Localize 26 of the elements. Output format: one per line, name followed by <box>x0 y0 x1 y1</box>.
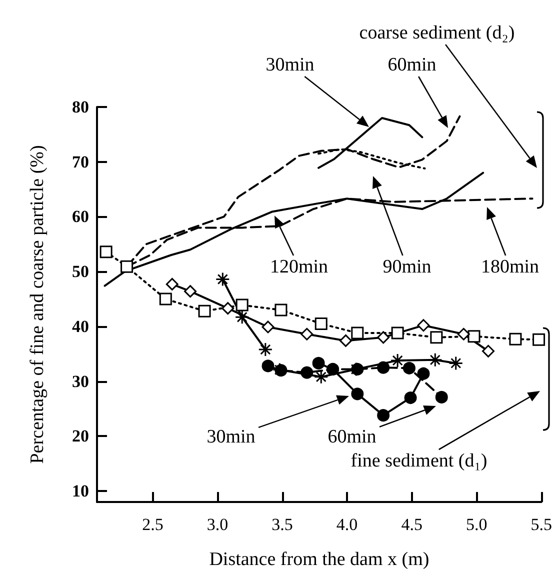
y-tick-label: 20 <box>72 426 89 446</box>
annotation: 180min <box>480 256 540 278</box>
x-tick-label: 5.0 <box>466 515 488 534</box>
text: 30min <box>266 54 315 76</box>
annotation: 120min <box>270 256 329 278</box>
annotation: 60min <box>328 426 377 448</box>
annotation: 90min <box>382 256 432 278</box>
annotation: 30min <box>206 426 256 448</box>
text: coarse sediment (d₂) <box>359 22 515 44</box>
x-tick-label: 3.5 <box>272 515 293 534</box>
y-axis-title: Percentage of fine and coarse particle (%) <box>27 145 48 464</box>
x-axis-title: Distance from the dam x (m) <box>209 549 430 570</box>
y-tick-label: 80 <box>72 98 89 116</box>
y-tick-label: 50 <box>72 262 89 282</box>
x-tick-label: 2.5 <box>142 515 164 534</box>
y-tick-label: 30 <box>72 372 89 391</box>
y-tick-label: 70 <box>72 152 89 172</box>
x-tick-label: 4.0 <box>336 515 358 534</box>
y-tick-label: 10 <box>72 482 89 501</box>
annotation: fine sediment (d₁) <box>350 450 488 472</box>
x-tick-label: 4.5 <box>401 515 422 534</box>
y-tick-label: 60 <box>72 207 89 226</box>
y-tick-label: 40 <box>72 316 89 336</box>
x-tick-label: 5.5 <box>530 515 552 534</box>
text: 60min <box>388 54 437 76</box>
x-tick-label: 3.0 <box>206 515 228 534</box>
